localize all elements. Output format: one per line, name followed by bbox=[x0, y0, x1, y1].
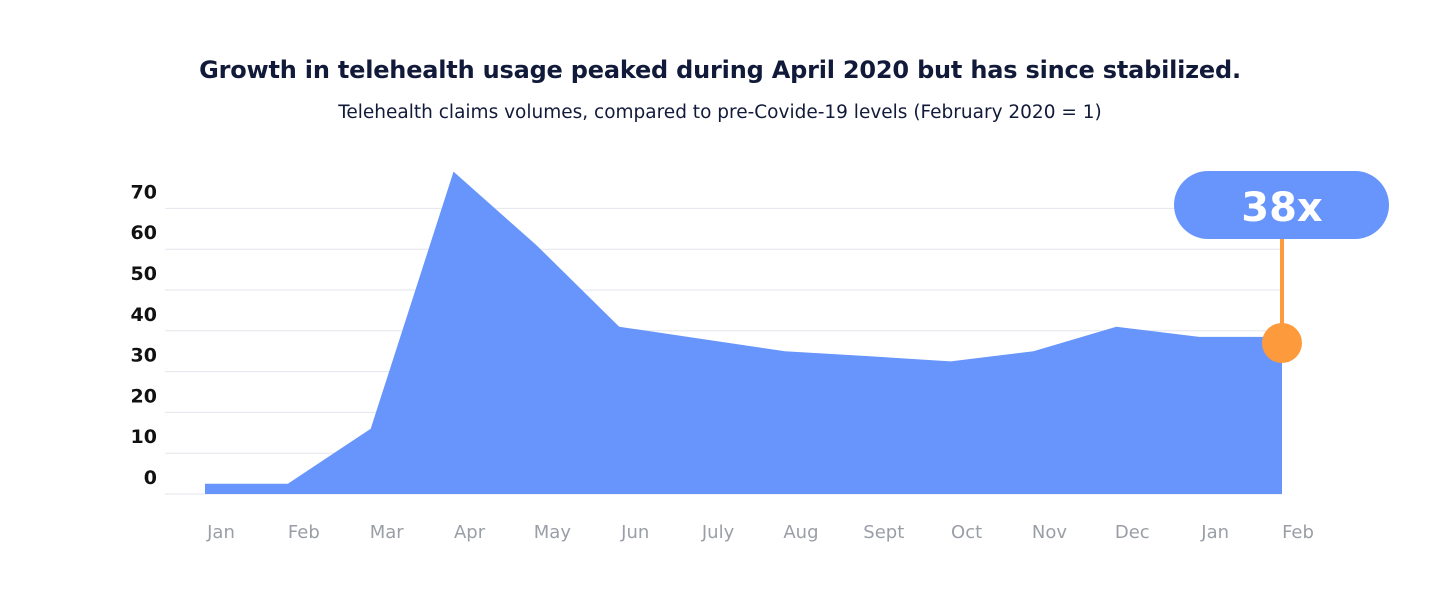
x-tick-label: Feb bbox=[288, 522, 320, 543]
x-tick-label: Dec bbox=[1115, 522, 1150, 543]
callout-badge bbox=[1174, 171, 1389, 239]
x-tick-label: Jan bbox=[1200, 522, 1229, 543]
x-tick-label: Feb bbox=[1282, 522, 1314, 543]
y-tick-label: 10 bbox=[131, 426, 157, 448]
x-tick-label: Mar bbox=[370, 522, 405, 543]
y-tick-label: 0 bbox=[144, 467, 157, 489]
y-tick-label: 50 bbox=[131, 263, 157, 285]
x-tick-label: Apr bbox=[454, 522, 486, 543]
y-tick-label: 30 bbox=[131, 345, 157, 367]
x-tick-label: Oct bbox=[951, 522, 982, 543]
x-tick-label: Jun bbox=[620, 522, 649, 543]
y-tick-label: 40 bbox=[131, 304, 157, 326]
x-tick-label: Nov bbox=[1032, 522, 1067, 543]
y-tick-label: 60 bbox=[131, 222, 157, 244]
callout-label: 38x bbox=[1241, 185, 1323, 231]
chart-title: Growth in telehealth usage peaked during… bbox=[199, 56, 1241, 84]
area-series bbox=[205, 171, 1282, 494]
callout-marker bbox=[1262, 322, 1302, 363]
x-tick-label: Jan bbox=[206, 522, 235, 543]
chart-subtitle: Telehealth claims volumes, compared to p… bbox=[338, 102, 1102, 123]
x-tick-label: Aug bbox=[783, 522, 818, 543]
y-axis: 0 10 20 30 40 50 60 70 bbox=[131, 181, 157, 489]
x-tick-label: Sept bbox=[863, 522, 904, 543]
callout: 38x bbox=[1174, 171, 1389, 363]
x-axis: Jan Feb Mar Apr May Jun July Aug Sept Oct Nov Dec Ja… bbox=[206, 522, 1314, 543]
x-tick-label: May bbox=[534, 522, 572, 543]
x-tick-label: July bbox=[701, 522, 735, 543]
y-tick-label: 70 bbox=[131, 181, 157, 203]
y-tick-label: 20 bbox=[131, 385, 157, 407]
area-fill bbox=[205, 171, 1282, 494]
